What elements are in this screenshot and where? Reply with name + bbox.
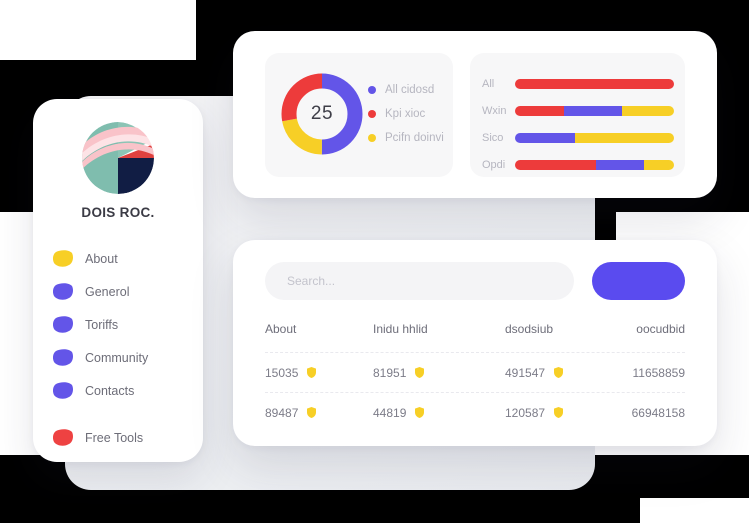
column-header: oocudbid	[636, 322, 685, 336]
sidebar-item-label: Free Tools	[85, 430, 144, 445]
legend-label: Pcifn doinvi	[385, 132, 444, 144]
bar-row: Opdi	[482, 151, 674, 178]
sidebar-item-about[interactable]: About	[52, 242, 203, 275]
legend-item: All cidosd	[368, 78, 444, 102]
donut-chart: 25	[279, 71, 365, 157]
bar-segment-purple	[515, 132, 576, 143]
background-notch-top-left	[0, 0, 196, 60]
bar-row: Sico	[482, 124, 674, 151]
cell-value: 89487	[265, 405, 299, 420]
blob-icon	[52, 429, 74, 446]
charts-card: 25 All cidosd Kpi xioc Pcifn doinvi	[233, 31, 717, 198]
bar-track	[515, 132, 674, 143]
blob-icon	[52, 382, 74, 399]
column-header: dsodsiub	[505, 322, 554, 336]
blob-icon	[52, 349, 74, 366]
brand-logo-icon	[79, 117, 157, 197]
legend-item: Kpi xioc	[368, 102, 444, 126]
column-header: About	[265, 322, 297, 336]
bar-segment-red	[515, 159, 597, 170]
table-row[interactable]: 89487 44819 120587	[265, 392, 685, 432]
sidebar: DOIS ROC. About Generol Toriffs	[33, 99, 203, 462]
bar-segment-red	[515, 105, 565, 116]
bar-track	[515, 78, 674, 89]
shield-badge-icon	[415, 407, 425, 418]
sidebar-menu: About Generol Toriffs Community	[33, 242, 203, 454]
stacked-bar-chart-panel: All Wxin Sico	[470, 53, 685, 177]
bar-track	[515, 159, 674, 170]
table-header-row: About Inidu hhlid dsodsiub oocudbid	[265, 322, 685, 352]
cell-value: 66948158	[631, 405, 685, 420]
bar-row: Wxin	[482, 97, 674, 124]
donut-center-value: 25	[310, 103, 334, 124]
sidebar-item-free-tools[interactable]: Free Tools	[52, 421, 203, 454]
sidebar-item-community[interactable]: Community	[52, 341, 203, 374]
sidebar-item-label: Toriffs	[85, 317, 119, 332]
sidebar-item-contacts[interactable]: Contacts	[52, 374, 203, 407]
legend-dot-icon	[368, 134, 376, 142]
cell-value: 15035	[265, 365, 299, 380]
column-header: Inidu hhlid	[373, 322, 428, 336]
table-body: 15035 81951 491547	[265, 352, 685, 432]
shield-badge-icon	[554, 367, 564, 378]
cell-value: 11658859	[632, 365, 686, 380]
donut-legend: All cidosd Kpi xioc Pcifn doinvi	[368, 78, 444, 150]
sidebar-item-label: About	[85, 251, 118, 266]
cell-value: 81951	[373, 365, 407, 380]
bar-segment-yellow	[643, 159, 674, 170]
cell-value: 491547	[505, 365, 546, 380]
legend-dot-icon	[368, 110, 376, 118]
shield-badge-icon	[554, 407, 564, 418]
sidebar-item-toriffs[interactable]: Toriffs	[52, 308, 203, 341]
legend-item: Pcifn doinvi	[368, 126, 444, 150]
bar-segment-yellow	[575, 132, 674, 143]
blob-icon	[52, 283, 74, 300]
bar-row: All	[482, 70, 674, 97]
bar-category-label: Wxin	[482, 104, 507, 117]
donut-chart-panel: 25 All cidosd Kpi xioc Pcifn doinvi	[265, 53, 453, 177]
bar-segment-red	[515, 78, 674, 89]
bar-segment-purple	[596, 159, 644, 170]
sidebar-item-label: Generol	[85, 284, 130, 299]
shield-badge-icon	[307, 367, 317, 378]
shield-badge-icon	[415, 367, 425, 378]
blob-icon	[52, 316, 74, 333]
legend-label: Kpi xioc	[385, 108, 426, 120]
cell-value: 44819	[373, 405, 407, 420]
sidebar-item-label: Community	[85, 350, 149, 365]
bar-segment-yellow	[621, 105, 674, 116]
data-table: About Inidu hhlid dsodsiub oocudbid 1503…	[265, 322, 685, 432]
bar-category-label: Sico	[482, 131, 504, 144]
stacked-bar-chart: All Wxin Sico	[482, 70, 674, 178]
sidebar-item-label: Contacts	[85, 383, 135, 398]
shield-badge-icon	[307, 407, 317, 418]
table-row[interactable]: 15035 81951 491547	[265, 352, 685, 392]
bar-track	[515, 105, 674, 116]
bar-category-label: All	[482, 77, 495, 90]
cell-value: 120587	[505, 405, 546, 420]
page-title: DOIS ROC.	[81, 205, 155, 220]
logo-container	[33, 99, 203, 203]
legend-label: All cidosd	[385, 84, 435, 96]
blob-icon	[52, 250, 74, 267]
data-table-card: About Inidu hhlid dsodsiub oocudbid 1503…	[233, 240, 717, 446]
background-notch-bottom-right	[640, 498, 749, 523]
sidebar-item-generol[interactable]: Generol	[52, 275, 203, 308]
search-button[interactable]	[592, 262, 685, 300]
legend-dot-icon	[368, 86, 376, 94]
search-row	[265, 262, 685, 300]
bar-segment-purple	[564, 105, 622, 116]
search-input[interactable]	[265, 262, 575, 300]
bar-category-label: Opdi	[482, 158, 506, 171]
